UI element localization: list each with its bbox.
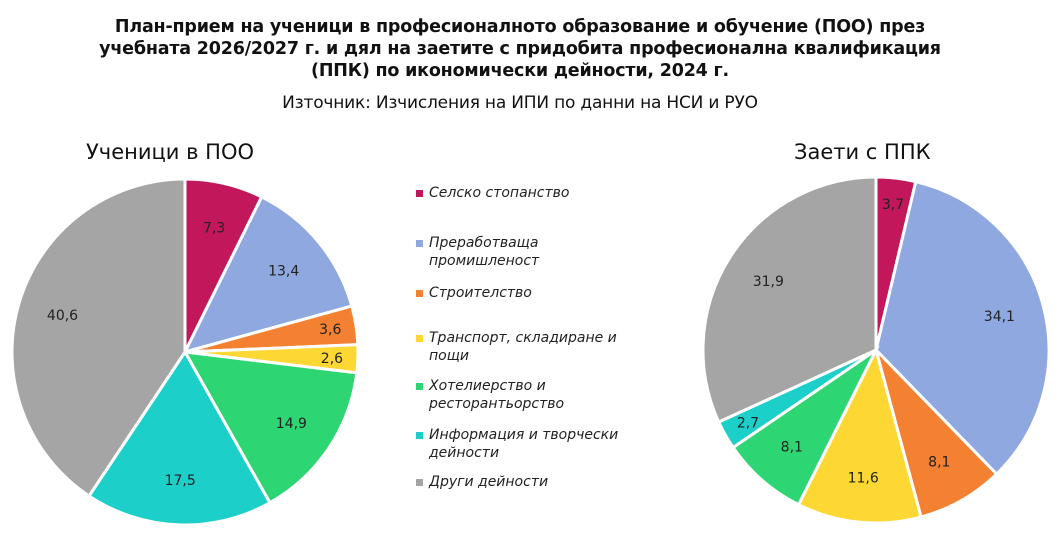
pie-slice [874,179,1051,477]
pie-slice [796,345,923,525]
legend-swatch [416,240,423,247]
pie-slice [701,175,878,425]
legend-item: Хотелиерство и ресторантьорство [416,377,629,413]
legend-item: Информация и творчески дейности [416,426,629,462]
slice-value-label: 8,1 [928,454,950,470]
slice-value-label: 2,7 [737,415,759,431]
pie-employed: 3,7 34,1 8,1 11,6 8,1 2,7 31,9 [701,175,1051,525]
legend-label: Строителство [429,285,532,301]
title-line-3: (ППК) по икономически дейности, 2024 г. [311,61,729,81]
slice-value-label: 11,6 [848,470,879,486]
slice-value-label: 17,5 [165,473,196,489]
legend-item: Други дейности [416,473,629,491]
legend-item: Преработваща промишленост [416,234,629,270]
slice-value-label: 14,9 [276,416,307,432]
legend-item: Селско стопанство [416,184,629,202]
legend-label: Хотелиерство и ресторантьорство [429,378,565,412]
legend-swatch [416,190,423,197]
pie-slice [86,349,272,527]
chart-title: План-прием на ученици в професионалното … [40,16,1000,82]
pie-students: 7,3 13,4 3,6 2,6 14,9 17,5 40,6 [10,177,360,527]
pie-slice [873,344,999,519]
pie-employed-title: Заети с ППК [794,140,931,164]
slice-value-label: 13,4 [268,263,299,279]
slice-value-label: 31,9 [753,274,784,290]
title-line-1: План-прием на ученици в професионалното … [114,17,926,37]
legend-label: Информация и творчески дейности [429,427,619,461]
slice-value-label: 2,6 [321,351,343,367]
slice-value-label: 8,1 [781,439,803,455]
pie-slice [182,194,354,355]
legend-label: Транспорт, складиране и пощи [429,330,617,364]
title-line-2: учебната 2026/2027 г. и дял на заетите с… [99,39,941,59]
legend-swatch [416,383,423,390]
legend-swatch [416,290,423,297]
source-note: Източник: Изчисления на ИПИ по данни на … [282,93,758,113]
legend-item: Строителство [416,284,629,302]
slice-value-label: 3,6 [319,322,341,338]
legend-label: Селско стопанство [429,185,570,201]
legend-label: Други дейности [429,474,549,490]
legend-swatch [416,335,423,342]
legend-swatch [416,479,423,486]
legend-swatch [416,432,423,439]
slice-value-label: 34,1 [984,309,1015,325]
legend-item: Транспорт, складиране и пощи [416,329,629,365]
slice-value-label: 40,6 [47,308,78,324]
pie-slice [182,350,359,505]
pie-slice [10,177,187,499]
pie-slice [731,345,880,507]
legend-label: Преработваща промишленост [429,235,540,269]
slice-value-label: 3,7 [882,197,904,213]
pie-students-title: Ученици в ПОО [86,140,255,164]
slice-value-label: 7,3 [203,220,225,236]
